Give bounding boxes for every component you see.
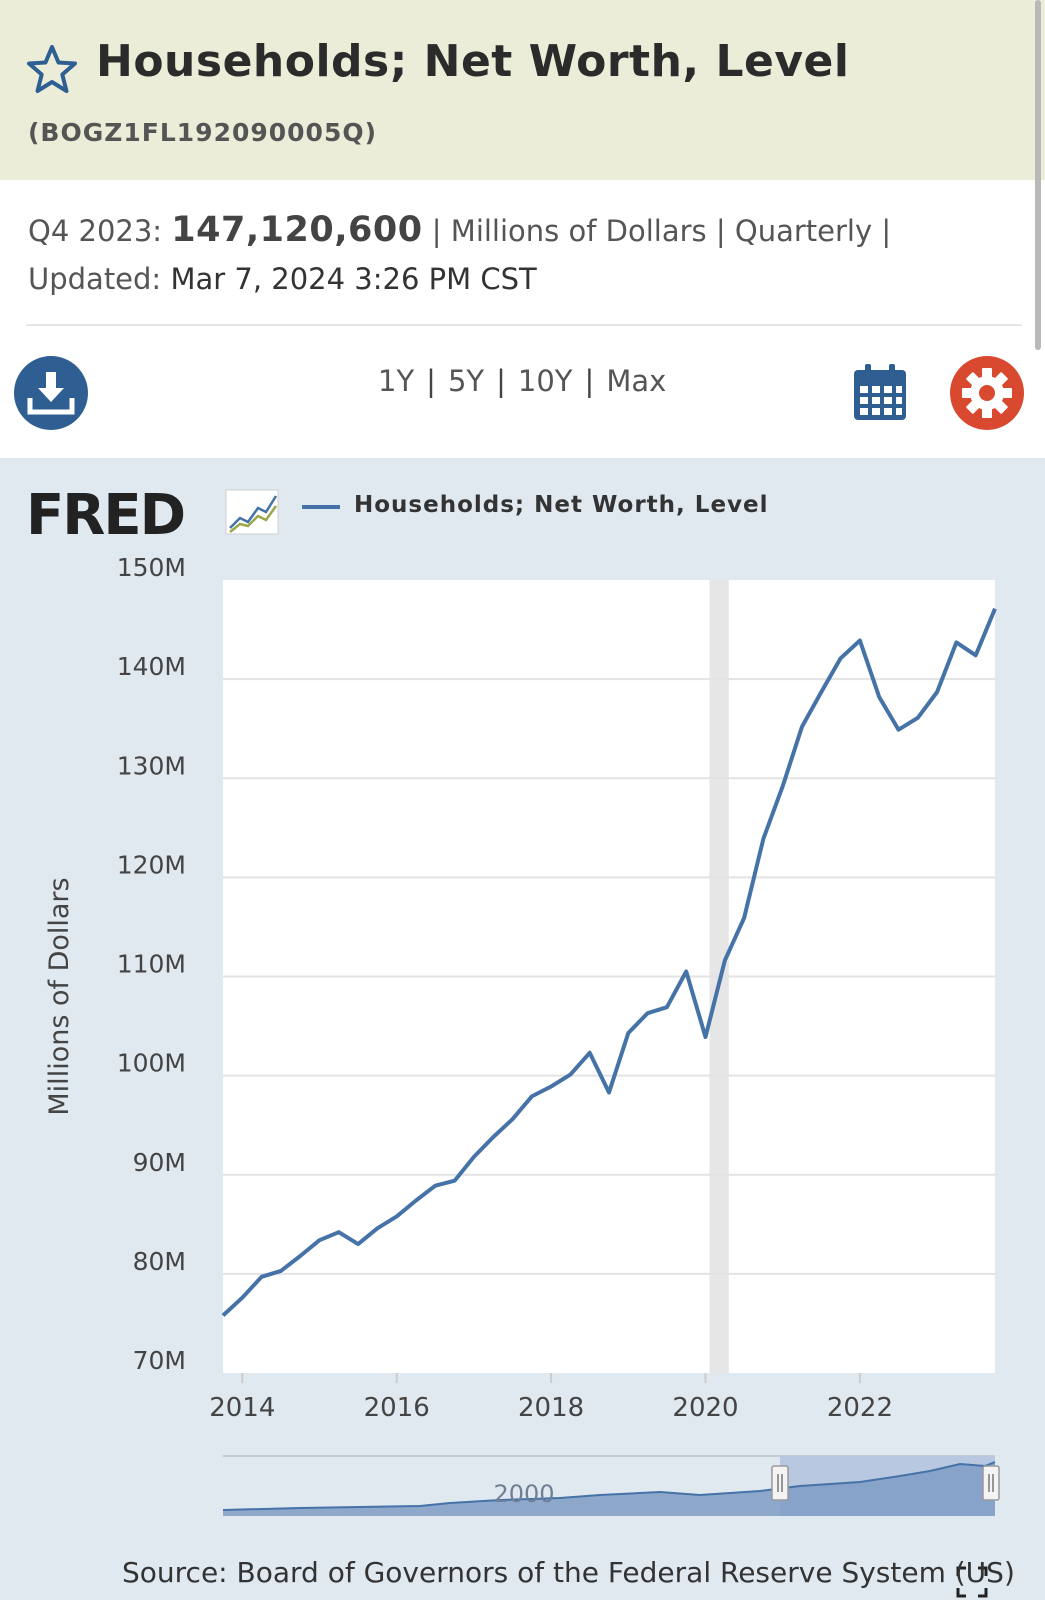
page-scrollbar[interactable] <box>1035 0 1041 350</box>
y-tick-label: 130M <box>117 751 186 780</box>
y-axis-title: Millions of Dollars <box>44 877 75 1115</box>
navigator-area <box>223 1462 995 1516</box>
period-label: Q4 2023: <box>28 214 163 248</box>
units-label: Millions of Dollars <box>450 214 707 248</box>
download-icon <box>27 372 75 415</box>
navigator-line <box>222 1461 996 1511</box>
title-band <box>0 0 1045 180</box>
range-separator: | <box>426 364 436 398</box>
fullscreen-icon-frame <box>956 1566 988 1598</box>
legend-label: Households; Net Worth, Level <box>354 492 769 518</box>
x-tick-label: 2014 <box>209 1393 275 1423</box>
y-tick-label: 150M <box>117 553 186 582</box>
y-tick-label: 70M <box>133 1346 186 1375</box>
divider <box>26 324 1022 326</box>
fullscreen-icon[interactable] <box>956 1566 988 1598</box>
range-10y[interactable]: 10Y <box>517 364 573 398</box>
navigator: 2000 <box>222 1455 1000 1516</box>
range-selector: 1Y | 5Y | 10Y | Max <box>378 364 666 398</box>
page-title: Households; Net Worth, Level <box>96 36 850 87</box>
range-separator: | <box>584 364 595 398</box>
series-line <box>221 607 997 1317</box>
legend-line-marker <box>302 505 340 509</box>
y-tick-label: 100M <box>117 1049 186 1078</box>
y-tick-label: 110M <box>117 950 186 979</box>
range-max[interactable]: Max <box>606 364 667 398</box>
settings-button[interactable] <box>950 356 1024 430</box>
y-tick-label: 90M <box>133 1148 186 1177</box>
range-1y[interactable]: 1Y <box>378 364 415 398</box>
gear-icon <box>950 356 1024 430</box>
separator: | <box>715 214 726 248</box>
range-5y[interactable]: 5Y <box>447 364 485 398</box>
fred-logo-text: FRED <box>26 483 184 542</box>
updated-line: Updated: Mar 7, 2024 3:26 PM CST <box>28 262 537 296</box>
range-separator: | <box>496 364 506 398</box>
x-tick-label: 2020 <box>672 1393 738 1423</box>
x-tick-label: 2016 <box>364 1393 430 1423</box>
frequency-label: Quarterly <box>734 214 873 248</box>
star-icon[interactable] <box>26 44 78 94</box>
navigator-handle[interactable] <box>982 1465 1000 1501</box>
navigator-handle[interactable] <box>771 1465 789 1501</box>
fred-logo: FRED <box>26 483 279 542</box>
x-tick-label: 2022 <box>827 1393 893 1423</box>
separator: | <box>431 214 442 248</box>
separator: | <box>881 214 892 248</box>
y-tick-label: 140M <box>117 652 186 681</box>
y-tick-label: 80M <box>133 1247 186 1276</box>
latest-observation: Q4 2023: 147,120,600 | Millions of Dolla… <box>28 210 891 250</box>
source-note: Source: Board of Governors of the Federa… <box>122 1556 1015 1589</box>
navigator-year-label: 2000 <box>493 1480 554 1508</box>
x-tick-label: 2018 <box>518 1393 584 1423</box>
updated-value: Mar 7, 2024 3:26 PM CST <box>170 262 537 296</box>
series-id: (BOGZ1FL192090005Q) <box>28 118 378 147</box>
calendar-icon[interactable] <box>852 362 908 422</box>
latest-value: 147,120,600 <box>171 210 423 250</box>
download-button[interactable] <box>14 356 88 430</box>
y-tick-label: 120M <box>117 850 186 879</box>
updated-label: Updated: <box>28 262 162 296</box>
